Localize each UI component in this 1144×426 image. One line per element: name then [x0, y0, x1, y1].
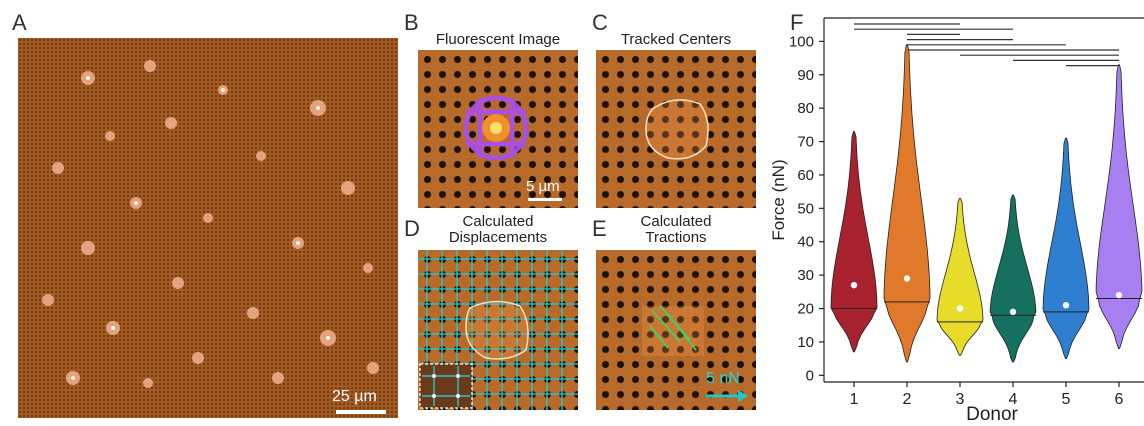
y-ticks: 0 10 20 30 40 50 60 70 80 90 100 — [789, 33, 824, 384]
scale-bar-b — [528, 198, 562, 201]
panel-c-title: Tracked Centers — [620, 31, 732, 48]
scale-label-b: 5 µm — [526, 178, 560, 195]
y-tick-label: 60 — [797, 167, 814, 184]
violin-mean-point — [1009, 308, 1017, 316]
violin-chart: 0 10 20 30 40 50 60 70 80 90 100 1 2 3 4 5 6 Donor Forc… — [769, 17, 1144, 425]
x-tick-label: 6 — [1115, 391, 1124, 408]
panel-c-letter: C — [592, 10, 608, 35]
x-ticks: 1 2 3 4 5 6 — [850, 382, 1124, 408]
panel-d-letter: D — [404, 216, 420, 241]
displacements-image — [418, 250, 578, 410]
y-tick-label: 70 — [797, 134, 814, 151]
panel-e-title-line1: Calculated — [640, 213, 712, 230]
panel-e-letter: E — [592, 216, 607, 241]
traction-arrows — [642, 305, 748, 402]
panel-d-title-line1: Calculated — [462, 213, 534, 230]
overview-micrograph: 25 µm — [18, 38, 398, 418]
x-tick-label: 1 — [850, 391, 859, 408]
panel-a-letter: A — [12, 10, 27, 35]
displacement-grid — [418, 250, 578, 410]
violin-mean-point — [1062, 301, 1070, 309]
violin-mean-point — [956, 305, 964, 312]
scale-label-e: 5 nN — [706, 370, 740, 387]
violin-body — [830, 131, 878, 353]
violin-mean-point — [1115, 291, 1123, 299]
x-tick-label: 4 — [1009, 391, 1018, 408]
violins — [830, 44, 1143, 363]
panel-b-letter: B — [404, 10, 419, 35]
y-tick-label: 90 — [797, 67, 814, 84]
panel-e-title-line2: Tractions — [645, 228, 707, 246]
y-tick-label: 50 — [797, 200, 814, 217]
violin-body — [883, 44, 931, 363]
y-axis-label: Force (nN) — [769, 159, 788, 240]
scale-label-a: 25 µm — [332, 388, 377, 405]
y-tick-label: 40 — [797, 234, 814, 251]
x-axis-label: Donor — [966, 404, 1018, 425]
y-tick-label: 10 — [797, 334, 814, 351]
panel-d-title: Calculated Displacements — [416, 214, 580, 246]
violin-body — [936, 197, 984, 356]
panel-e-title: Calculated Tractions — [596, 214, 756, 246]
violin-mean-point — [903, 275, 911, 282]
tracked-centers-image — [596, 50, 756, 208]
x-tick-label: 3 — [956, 391, 965, 408]
fluorescent-image: 5 µm — [418, 50, 578, 208]
x-tick-label: 2 — [903, 391, 912, 408]
x-tick-label: 5 — [1062, 391, 1071, 408]
violin-body — [1042, 137, 1090, 360]
panel-f-letter: F — [790, 10, 804, 35]
panel-b-title: Fluorescent Image — [435, 31, 561, 48]
tractions-image: 5 nN — [596, 250, 756, 410]
violin-mean-point — [850, 281, 858, 289]
y-tick-label: 0 — [806, 367, 814, 384]
cell-outline — [645, 99, 709, 160]
scale-bar-a — [336, 410, 386, 414]
panel-d-title-line2: Displacements — [448, 228, 548, 246]
fluorescent-cell — [463, 95, 529, 161]
y-tick-label: 80 — [797, 100, 814, 117]
y-tick-label: 20 — [797, 301, 814, 318]
violin-body — [1095, 64, 1143, 350]
y-tick-label: 30 — [797, 267, 814, 284]
cell-markers — [42, 60, 379, 388]
significance-lines — [854, 23, 1119, 67]
violin-body — [989, 194, 1037, 363]
y-tick-label: 100 — [789, 33, 814, 50]
